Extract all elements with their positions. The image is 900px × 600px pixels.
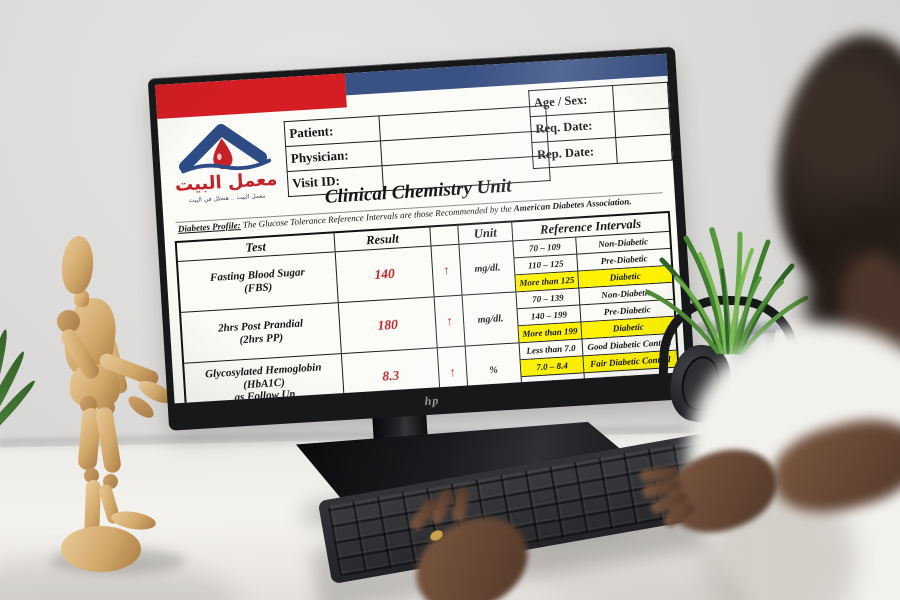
unit-value: mg/dl. — [459, 241, 517, 295]
col-unit: Unit — [458, 222, 514, 244]
lab-logo: معمل البيت معمل البيت .. هنحلل في البيت — [166, 117, 286, 218]
mannequin-shoulder-joint — [57, 310, 80, 333]
mannequin-base — [61, 526, 141, 572]
col-flag — [430, 225, 460, 246]
high-flag-arrow-icon: ↑ — [434, 295, 466, 348]
req-date-value — [614, 108, 671, 138]
hp-logo: hp — [424, 393, 440, 409]
report-header-band-red — [155, 73, 347, 119]
age-sex-value — [612, 82, 670, 112]
rep-date-value — [616, 134, 673, 164]
potted-plant — [645, 227, 809, 355]
result-value: 180 — [338, 297, 438, 354]
report-meta-table: Age / Sex: Req. Date: Rep. Date: — [528, 82, 673, 169]
lab-logo-house-icon — [179, 123, 272, 174]
high-flag-arrow-icon: ↑ — [431, 244, 463, 297]
results-table: Test Result Unit Reference Intervals Fas… — [174, 210, 681, 404]
result-value: 140 — [335, 246, 435, 303]
unit-value: mg/dl. — [462, 292, 520, 346]
rep-date-label: Rep. Date: — [531, 137, 618, 169]
mannequin-leg — [94, 406, 123, 474]
lab-report-document: معمل البيت معمل البيت .. هنحلل في البيت … — [155, 53, 686, 404]
mannequin-head — [60, 234, 95, 296]
screen: معمل البيت معمل البيت .. هنحلل في البيت … — [155, 53, 686, 404]
wooden-mannequin — [40, 232, 190, 582]
monitor: معمل البيت معمل البيت .. هنحلل في البيت … — [147, 46, 697, 431]
mannequin-neck — [74, 290, 89, 307]
